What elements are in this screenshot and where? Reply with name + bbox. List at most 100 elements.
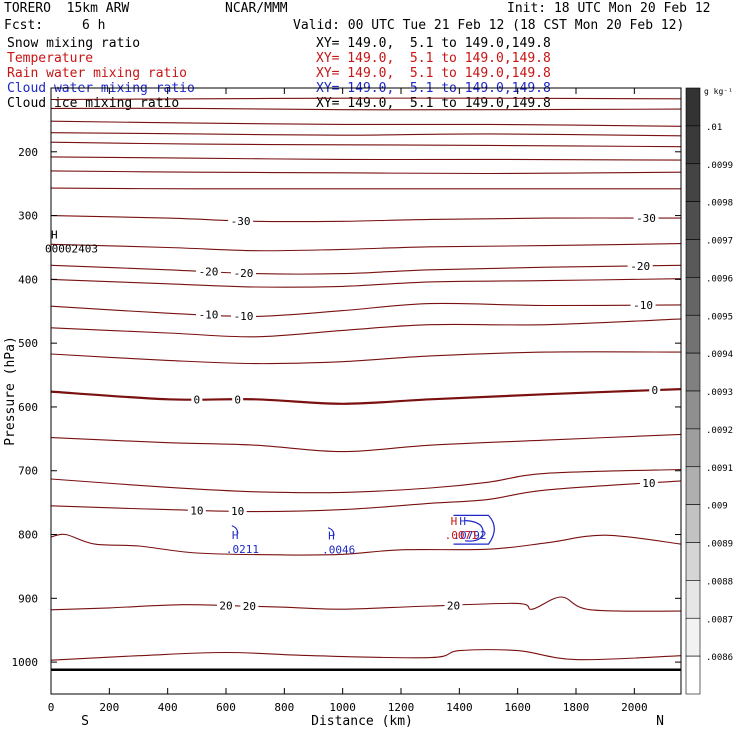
isotherm-line (50, 132, 682, 137)
contour-label: 20 (447, 599, 460, 612)
contour-label: 0 (194, 393, 201, 406)
legend-temperature-label: Temperature (7, 51, 94, 66)
contour-label: -20 (199, 266, 219, 279)
contour-label: -20 (630, 260, 650, 273)
contour-label-bg (232, 393, 244, 406)
colorbar-tick-label: .0098 (706, 199, 733, 209)
isotherm-line (50, 433, 682, 453)
x-tick-label: 1800 (563, 701, 590, 714)
isotherm-line (50, 318, 682, 338)
y-tick-label: 300 (18, 210, 38, 223)
colorbar-tick-label: .01 (706, 123, 722, 133)
x-tick-label: 400 (158, 701, 178, 714)
isotherm-line (50, 187, 681, 190)
north-end-label: N (656, 714, 664, 729)
forecast-hour: 6 h (82, 18, 106, 33)
legend-rain-label: Rain water mixing ratio (7, 66, 188, 81)
contour-label-bg (240, 600, 259, 613)
contour-label-bg (231, 267, 256, 280)
colorbar-tick-label: .0095 (706, 312, 733, 322)
contour-label-bg (633, 212, 659, 225)
contour-label-layer: -30 -30 -20 -20 -20 -10 -10 -10 0 0 0 10 10 10 20 20 20 (187, 212, 661, 613)
contour-label: 10 (642, 477, 655, 490)
isotherm-layer (50, 97, 682, 672)
cloud-water-max-value: .0211 (226, 543, 259, 556)
init-time: Init: 18 UTC Mon 20 Feb 12 (507, 1, 711, 16)
colorbar-swatch (685, 428, 701, 468)
colorbar-swatch (685, 201, 701, 240)
cloud-water-contour (453, 514, 495, 545)
org-label: NCAR/MMM (225, 1, 288, 16)
contour-label-bg (444, 599, 463, 612)
isotherm-line (50, 215, 682, 223)
colorbar-swatch (685, 617, 701, 657)
colorbar-swatch (685, 352, 701, 392)
colorbar-swatch (685, 542, 701, 581)
cloud-water-contour (327, 527, 335, 536)
rain-water-max-marker: H (451, 515, 458, 528)
cloud-water-contour (465, 519, 484, 542)
colorbar-tick-label: .0094 (706, 350, 733, 360)
y-tick-label: 500 (18, 337, 38, 350)
cloud-water-max-marker: H (459, 515, 466, 528)
colorbar-swatch (685, 580, 701, 619)
contour-label-bg (649, 384, 661, 397)
contour-label-bg (630, 299, 656, 312)
colorbar: .01 .0099 .0098 .0097 .0096 .0095 .0094 .0093 .0… (685, 87, 733, 695)
y-tick-label: 800 (18, 529, 38, 542)
contour-label: 0 (234, 393, 241, 406)
cloud-water-max-marker: H (328, 530, 335, 543)
contour-label-bg (627, 259, 653, 272)
y-tick-label: 200 (18, 146, 38, 159)
contour-label-bg (639, 477, 658, 490)
isotherm-line (50, 170, 682, 175)
forecast-label: Fcst: (4, 18, 44, 33)
contour-label: -20 (234, 267, 254, 280)
isotherm-line (50, 97, 682, 101)
x-axis: 0 200 400 600 800 1000 1200 1400 1600 1800 2000 (48, 88, 648, 714)
isotherm-line (50, 156, 682, 161)
isotherm-line (50, 533, 682, 556)
colorbar-tick-label: .0099 (706, 161, 733, 171)
contour-label: -10 (633, 299, 653, 312)
legend-snow-label: Snow mixing ratio (7, 36, 141, 51)
contour-label: 20 (243, 600, 256, 613)
rain-water-max-value: .0071 (445, 529, 478, 542)
x-tick-label: 1400 (446, 701, 473, 714)
isotherm-line (50, 480, 682, 513)
colorbar-tick-label: .0086 (706, 653, 733, 663)
x-tick-label: 200 (99, 701, 119, 714)
isotherm-line (50, 278, 682, 288)
colorbar-swatch (685, 163, 701, 202)
colorbar-tick-label: .009 (706, 502, 728, 512)
colorbar-tick-label: .0097 (706, 237, 733, 247)
colorbar-swatch (685, 655, 701, 695)
contour-label: 20 (219, 600, 232, 613)
isotherm-line (50, 243, 682, 252)
contour-label: -30 (636, 212, 656, 225)
isotherm-line (50, 141, 682, 148)
contour-label: 0 (651, 384, 658, 397)
isotherm-line (50, 107, 682, 111)
colorbar-swatch (685, 239, 701, 278)
contour-label-bg (231, 309, 256, 322)
south-end-label: S (81, 714, 89, 729)
contour-label-bg (196, 308, 221, 321)
isotherm-line (50, 388, 682, 405)
colorbar-tick-label: .0087 (706, 615, 733, 625)
colorbar-swatch (685, 390, 701, 430)
model-title: TORERO 15km ARW (4, 1, 130, 16)
x-tick-label: 0 (48, 701, 55, 714)
x-tick-label: 2000 (621, 701, 648, 714)
colorbar-swatch (685, 87, 701, 127)
colorbar-swatch (685, 125, 701, 165)
contour-label-bg (228, 214, 254, 227)
x-tick-label: 1200 (388, 701, 415, 714)
isotherm-line (50, 302, 682, 318)
y-tick-label: 700 (18, 465, 38, 478)
isotherm-line (50, 351, 682, 365)
colorbar-swatch (685, 504, 701, 543)
x-axis-title: Distance (km) (311, 714, 413, 729)
isotherm-line (50, 649, 682, 661)
